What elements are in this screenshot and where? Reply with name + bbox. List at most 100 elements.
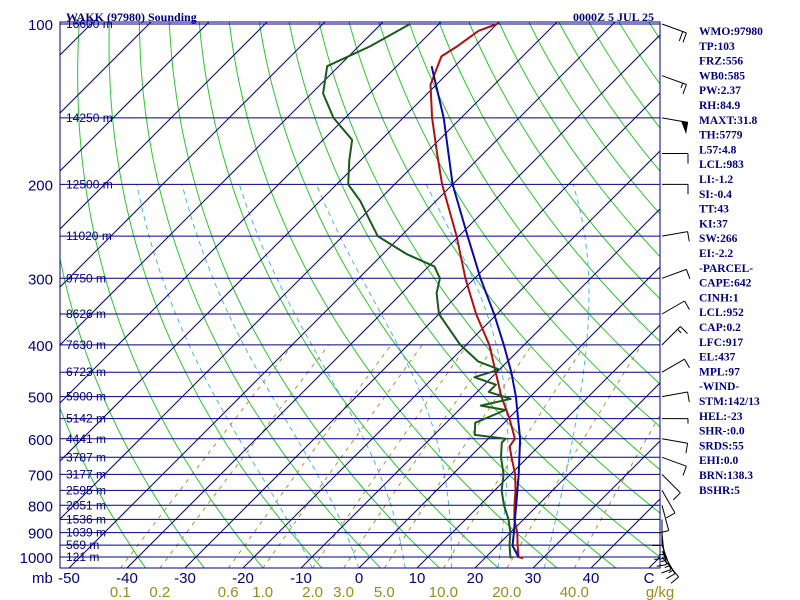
dry-adiabat-line [348,22,660,471]
dry-adiabat-line [168,22,441,568]
wind-barb [661,300,690,315]
height-level-label: 5142 m [66,412,106,426]
wind-barb [661,117,689,135]
temperature-tick-label: -50 [58,570,80,587]
height-level-label: 16600 m [66,17,113,31]
height-level-label: 4441 m [66,432,106,446]
stat-item: FRZ:556 [699,56,743,68]
wind-barb [661,358,690,373]
stat-item: TH:5779 [699,130,743,142]
height-level-label: 11020 m [66,229,112,243]
isotherm-line [60,22,384,346]
wind-barb [661,490,676,519]
height-level-label: 569 m [66,538,99,552]
height-level-label: 2595 m [66,483,106,497]
moist-adiabat-line [181,184,360,568]
stat-item: LCL:952 [699,307,744,319]
stat-item: WB0:585 [699,70,745,82]
mixing-ratio-label: 40.0 [560,584,589,600]
stat-item: SI:-0.4 [699,189,732,201]
dry-adiabat-line [288,22,660,558]
stat-item: -WIND- [699,381,739,393]
wind-barb [661,326,688,346]
dry-adiabat-line [258,22,617,568]
mixing-ratio-line [159,344,330,568]
isotherm-line [60,22,152,114]
isotherm-line [126,34,660,568]
wind-barb [661,75,687,95]
height-level-label: 5900 m [66,390,106,404]
temperature-tick-label: 30 [525,570,542,587]
stat-item: MPL:97 [699,366,740,378]
temperature-tick-label: -40 [116,570,138,587]
height-level-label: 12500 m [66,177,113,191]
stat-item: MAXT:31.8 [699,115,757,127]
mixing-ratio-label: 1.0 [252,584,273,600]
moist-adiabat-line [315,184,452,568]
height-level-label: 7630 m [66,338,106,352]
dry-adiabat-line [378,22,660,428]
moist-adiabat-line [425,184,509,568]
isotherm-line [242,150,660,568]
mixing-ratio-label: g/kg [646,584,674,600]
dry-adiabat-line [468,22,660,300]
mixing-ratio-label: 0.2 [149,584,170,600]
temperature-tick-label: -10 [290,570,312,587]
parcel-profile-line [430,65,522,558]
height-level-label: 8626 m [66,307,106,321]
moist-adiabat-line [543,184,590,568]
stat-item: BSHR:5 [699,485,740,497]
stat-item: EL:437 [699,352,736,364]
height-level-label: 3787 m [66,450,106,464]
pressure-unit-label: mb [32,570,53,587]
stat-item: LFC:917 [699,337,743,349]
stats-panel: WMO:97980 TP:103 FRZ:556 WB0:585 PW:2.37 RH:8… [699,26,763,497]
stat-item: SHR-:0.0 [699,426,745,438]
mixing-ratio-line [119,344,294,568]
isotherm-line [60,22,326,288]
pressure-tick-label: 1000 [20,550,53,567]
dry-adiabat-line [60,256,205,568]
mixing-ratio-label: 2.0 [302,584,323,600]
pressure-tick-label: 300 [28,271,53,288]
background-lines [60,22,660,568]
pressure-tick-label: 900 [28,526,53,543]
chart-time: 0000Z 5 JUL 25 [573,10,654,24]
wind-barb [658,505,670,534]
isotherm-line [184,92,660,568]
pressure-tick-label: 100 [28,17,53,34]
dry-adiabat-line [138,22,382,568]
mixing-ratio-label: 0.6 [218,584,239,600]
temperature-tick-label: 10 [409,570,426,587]
isotherm-line [300,208,660,568]
stat-item: L57:4.8 [699,144,737,156]
stat-item: BRN:138.3 [699,470,753,482]
mixing-ratio-line [573,414,660,568]
chart-title: WAKK (97980) Sounding [66,10,197,24]
temperature-tick-label: 0 [355,570,363,587]
temperature-tick-label: -30 [174,570,196,587]
mixing-ratio-line [227,344,392,568]
temperature-tick-label: 20 [467,570,484,587]
stat-item: STM:142/13 [699,396,760,408]
stat-item: CAPE:642 [699,278,752,290]
dry-adiabat-line [498,22,660,258]
stat-item: CAP:0.2 [699,322,741,334]
isotherm-line [68,22,616,568]
sounding-profiles [322,23,524,560]
isotherm-line [532,440,660,568]
isotherm-line [60,22,442,404]
stat-item: KI:37 [699,218,728,230]
isotherm-line [60,22,268,230]
height-level-label: 2051 m [66,498,106,512]
dry-adiabat-line [438,22,660,343]
wind-barb [661,231,690,242]
mixing-ratio-line [312,344,468,568]
moist-adiabat-line [136,184,313,568]
stat-item: HEL:-23 [699,411,743,423]
wind-barb [661,23,687,43]
mixing-ratio-line [506,344,642,568]
stat-item: WMO:97980 [699,26,763,38]
dry-adiabat-line [198,22,499,568]
stat-item: TP:103 [699,41,735,53]
